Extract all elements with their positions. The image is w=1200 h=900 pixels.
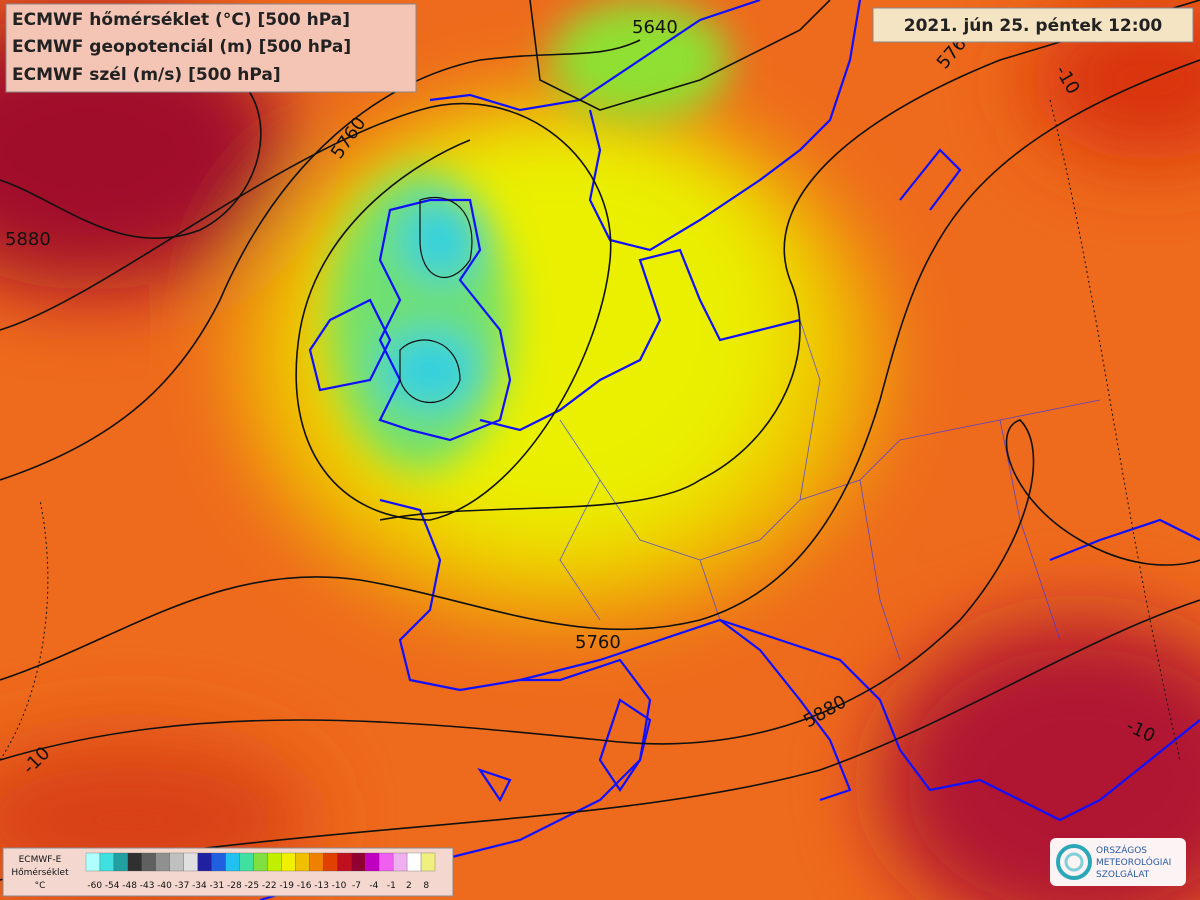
legend-swatch [155, 852, 170, 872]
legend-label: -1 [387, 881, 396, 891]
header-line: ECMWF hőmérséklet (°C) [500 hPa] [12, 10, 350, 30]
legend-label: -16 [297, 881, 312, 891]
legend-swatch [267, 852, 282, 872]
legend-swatch [211, 852, 226, 872]
legend-label: -54 [105, 881, 120, 891]
contour-label: 5760 [575, 632, 621, 653]
legend-swatch [323, 852, 338, 872]
contour-label: 5640 [632, 17, 678, 38]
legend-swatch [295, 852, 310, 872]
legend-swatch [281, 852, 296, 872]
legend-label: -43 [140, 881, 155, 891]
legend-title: °C [35, 881, 46, 891]
legend-swatch [225, 852, 240, 872]
legend-swatch [379, 852, 394, 872]
legend-label: 2 [406, 881, 412, 891]
legend-label: -34 [192, 881, 207, 891]
legend-swatch [351, 852, 366, 872]
legend-swatch [420, 852, 436, 872]
logo-text: SZOLGÁLAT [1096, 868, 1150, 880]
coastlines [259, 0, 1200, 900]
legend-swatch [127, 852, 142, 872]
legend-swatch [392, 852, 408, 872]
date-box: 2021. jún 25. péntek 12:00 [872, 7, 1194, 43]
legend: ECMWF-E Hőmérséklet °C -60 -54 -48 -43 -40 -3… [2, 847, 454, 897]
logo-text: ORSZÁGOS [1096, 844, 1147, 856]
header-line: ECMWF szél (m/s) [500 hPa] [12, 65, 281, 85]
legend-swatch [337, 852, 352, 872]
logo-text: METEOROLÓGIAI [1096, 856, 1171, 868]
legend-label: -60 [87, 881, 102, 891]
geopotential-contours [0, 0, 1200, 881]
legend-label: -48 [122, 881, 137, 891]
temperature-contours [0, 99, 1181, 761]
legend-label: -40 [157, 881, 172, 891]
legend-swatch [309, 852, 324, 872]
legend-swatch [239, 852, 254, 872]
legend-label: -7 [352, 881, 361, 891]
legend-label: -28 [227, 881, 242, 891]
legend-swatch [183, 852, 198, 872]
contour-label: 5880 [5, 229, 51, 250]
legend-label: -10 [332, 881, 347, 891]
legend-label: -25 [244, 881, 259, 891]
legend-swatch [141, 852, 156, 872]
legend-label: -31 [210, 881, 225, 891]
date: 2021. jún 25. péntek 12:00 [904, 16, 1163, 36]
legend-swatch [99, 852, 115, 872]
legend-label: -37 [175, 881, 190, 891]
header-box: ECMWF hőmérséklet (°C) [500 hPa] ECMWF g… [5, 3, 417, 93]
legend-swatch [85, 852, 101, 872]
legend-swatch [113, 852, 129, 872]
logo: ORSZÁGOS METEOROLÓGIAI SZOLGÁLAT [1050, 838, 1186, 886]
legend-title: ECMWF-E [19, 855, 62, 865]
legend-label: -13 [314, 881, 329, 891]
legend-label: -19 [279, 881, 294, 891]
legend-label: -4 [369, 881, 378, 891]
legend-label: 8 [423, 881, 429, 891]
legend-swatch [169, 852, 184, 872]
legend-swatch [365, 852, 380, 872]
legend-swatch [197, 852, 212, 872]
legend-title: Hőmérséklet [11, 867, 69, 878]
header-line: ECMWF geopotenciál (m) [500 hPa] [12, 37, 351, 57]
legend-swatch [406, 852, 422, 872]
borders [559, 319, 1101, 661]
legend-swatch [253, 852, 268, 872]
legend-label: -22 [262, 881, 277, 891]
